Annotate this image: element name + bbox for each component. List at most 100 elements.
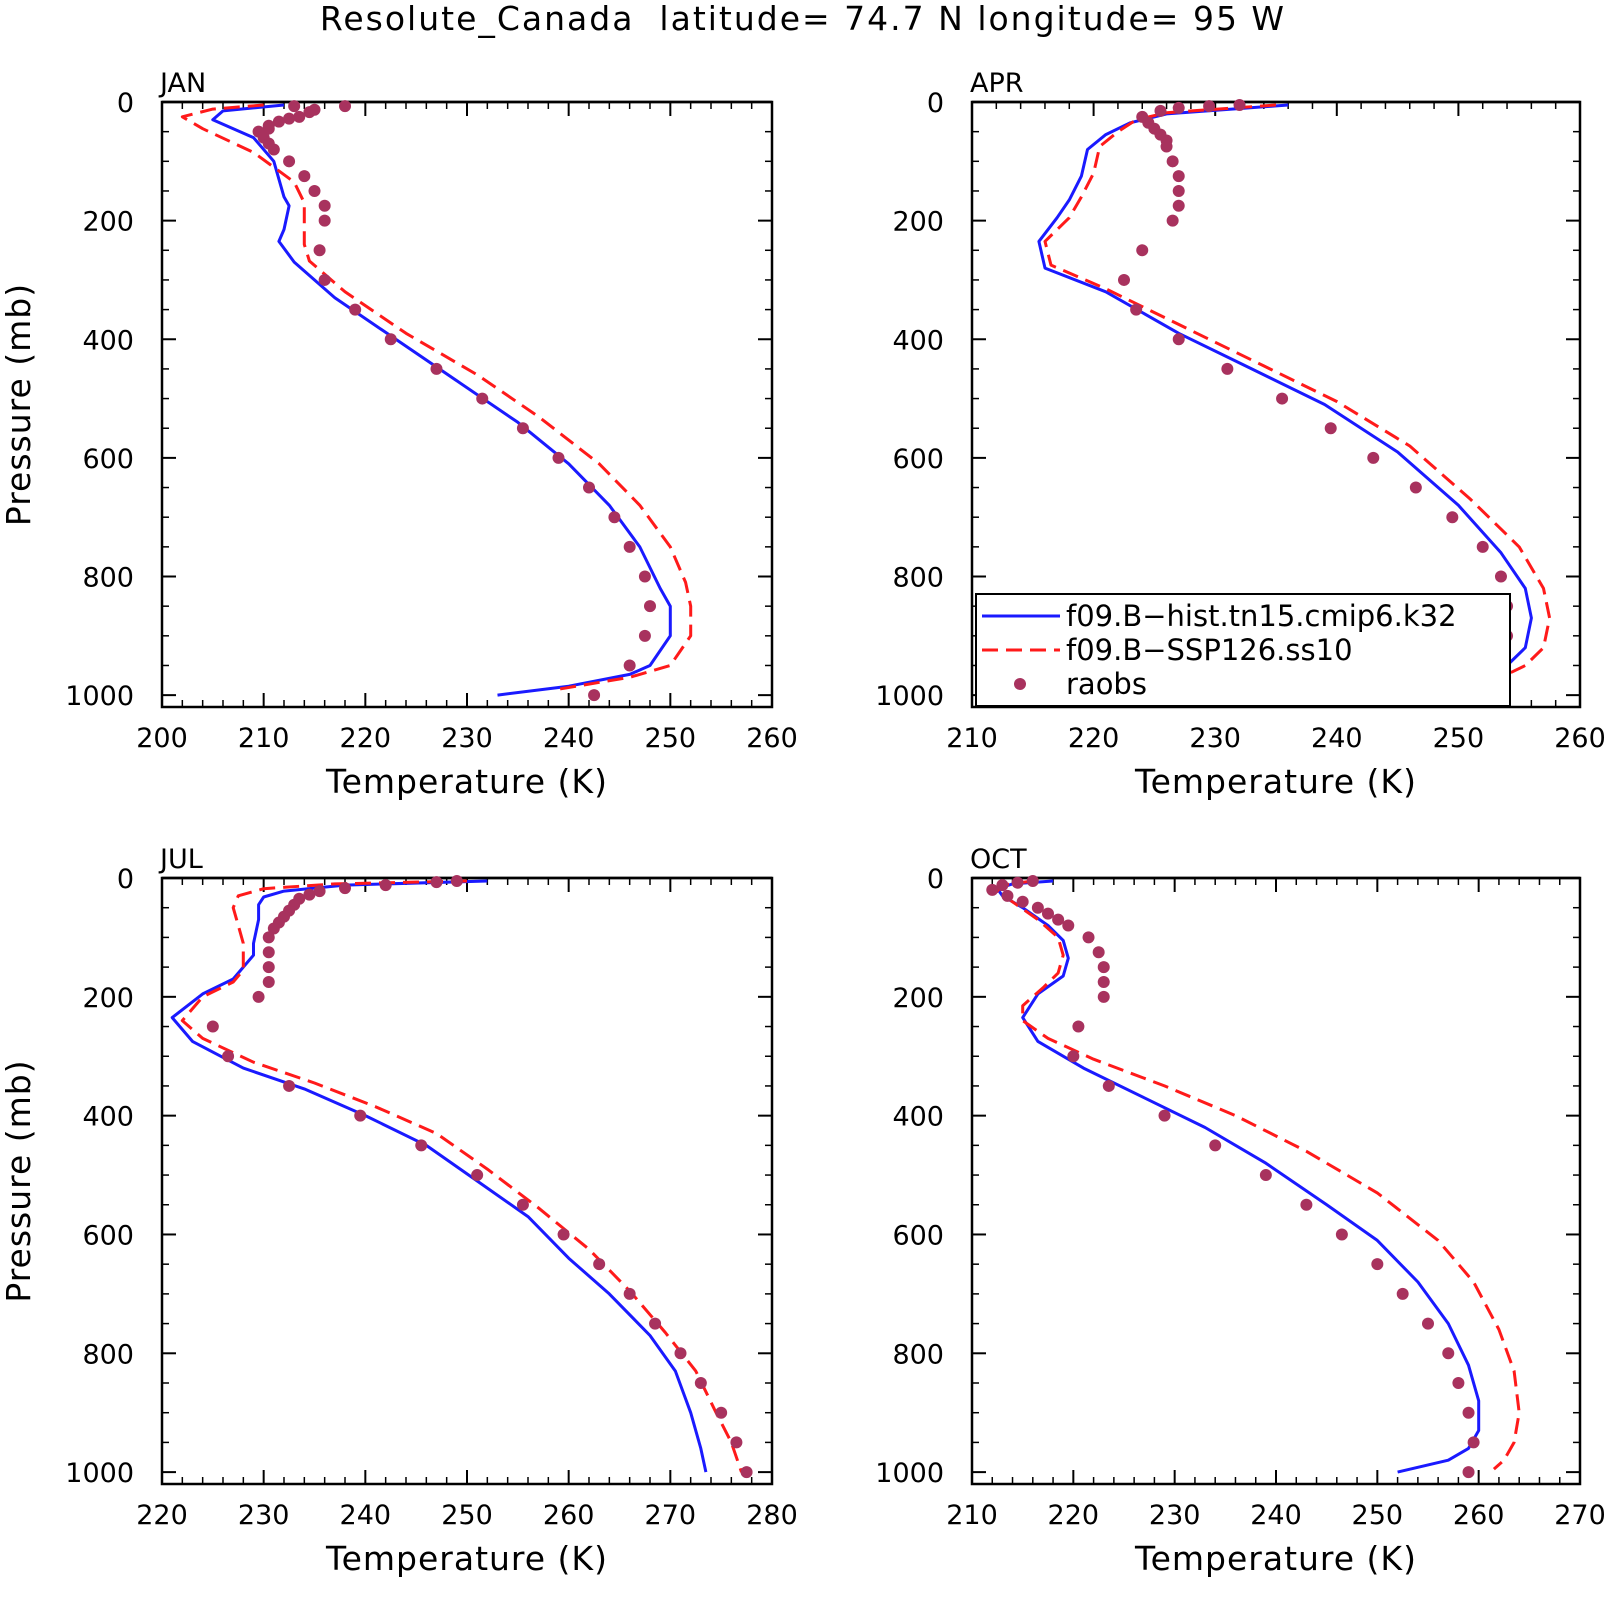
raobs-point — [476, 392, 489, 405]
x-tick-label: 240 — [340, 1500, 392, 1531]
x-tick-label: 210 — [946, 723, 998, 754]
series-0 — [211, 103, 672, 697]
x-tick-label: 260 — [1554, 723, 1606, 754]
raobs-point — [1203, 100, 1216, 113]
x-tick-label: 280 — [746, 1500, 798, 1531]
y-tick-label: 0 — [117, 88, 134, 119]
raobs-point — [1042, 907, 1054, 920]
raobs-point — [450, 874, 463, 887]
raobs-point — [1172, 333, 1185, 346]
y-tick-label: 600 — [82, 444, 134, 475]
y-tick-label: 400 — [892, 325, 944, 356]
raobs-point — [339, 100, 351, 113]
y-tick-label: 200 — [82, 207, 134, 238]
raobs-point — [1324, 422, 1337, 435]
y-tick-label: 600 — [892, 1220, 944, 1251]
raobs-point — [308, 184, 321, 197]
raobs-point — [222, 1050, 235, 1063]
series-1 — [1043, 103, 1552, 694]
legend-label: f09.B−SSP126.ss10 — [1066, 633, 1353, 667]
y-tick-label: 1000 — [875, 681, 944, 712]
raobs-point — [1102, 1079, 1115, 1092]
panel-oct: OCT 210 220 230 240 250 260 270 0 200 400 600 800 100… — [875, 844, 1605, 1578]
raobs-point — [1409, 481, 1422, 494]
series-2 — [986, 874, 1480, 1479]
ssp-line — [995, 879, 1521, 1471]
raobs-point — [623, 659, 636, 672]
y-tick-label: 800 — [82, 1339, 134, 1370]
x-tick-label: 250 — [1352, 1500, 1404, 1531]
x-tick-label: 260 — [746, 723, 798, 754]
raobs-point — [272, 115, 285, 128]
raobs-point — [1082, 931, 1095, 944]
legend-label: f09.B−hist.tn15.cmip6.k32 — [1066, 599, 1457, 633]
raobs-point — [262, 961, 275, 974]
raobs-point — [623, 540, 636, 553]
panel-label: JAN — [158, 68, 206, 99]
y-axis-label: Pressure (mb) — [0, 283, 38, 526]
y-tick-label: 0 — [927, 88, 944, 119]
y-tick-label: 400 — [82, 1102, 134, 1133]
x-tick-label: 210 — [238, 723, 290, 754]
raobs-point — [1097, 975, 1110, 988]
raobs-point — [986, 883, 999, 896]
raobs-point — [1166, 214, 1179, 227]
series-0 — [170, 879, 708, 1473]
y-tick-label: 1000 — [65, 681, 134, 712]
x-tick-label: 250 — [1433, 723, 1485, 754]
raobs-point — [471, 1169, 484, 1182]
legend: f09.B−hist.tn15.cmip6.k32f09.B−SSP126.ss… — [975, 593, 1511, 707]
panel-label: OCT — [970, 844, 1027, 875]
raobs-point — [379, 879, 392, 892]
raobs-point — [354, 1109, 367, 1122]
raobs-point — [283, 112, 296, 125]
raobs-point — [1158, 1109, 1171, 1122]
raobs-point — [1026, 874, 1039, 887]
raobs-point — [583, 481, 595, 494]
raobs-point — [1154, 104, 1167, 117]
raobs-point — [638, 570, 651, 583]
x-tick-label: 250 — [645, 723, 697, 754]
raobs-point — [1276, 392, 1289, 405]
raobs-point — [267, 143, 280, 156]
series-1 — [995, 879, 1521, 1471]
x-tick-label: 220 — [340, 723, 392, 754]
y-tick-label: 200 — [892, 983, 944, 1014]
raobs-point — [1092, 946, 1105, 959]
raobs-point — [740, 1466, 753, 1479]
raobs-point — [430, 876, 443, 889]
raobs-point — [638, 629, 651, 642]
raobs-point — [1011, 876, 1024, 889]
raobs-point — [1067, 1050, 1080, 1063]
raobs-point — [1052, 913, 1065, 926]
y-tick-label: 800 — [82, 563, 134, 594]
x-tick-label: 250 — [441, 1500, 493, 1531]
raobs-point — [588, 689, 601, 702]
panel-jul: JUL 220 230 240 250 260 270 280 0 200 400 600 800 100… — [0, 844, 798, 1578]
raobs-point — [349, 303, 362, 316]
raobs-point — [644, 600, 656, 613]
raobs-point — [1166, 155, 1179, 168]
y-tick-label: 1000 — [65, 1458, 134, 1489]
raobs-point — [267, 922, 280, 935]
raobs-point — [623, 1287, 636, 1300]
panels-group: JAN 200 210 220 230 240 250 260 0 200 400 600 800 100… — [0, 68, 1606, 1578]
y-tick-label: 0 — [927, 864, 944, 895]
raobs-point — [649, 1317, 662, 1330]
raobs-point — [262, 931, 275, 944]
x-tick-label: 240 — [1250, 1500, 1302, 1531]
panel-label: APR — [970, 68, 1024, 99]
series-1 — [180, 103, 693, 691]
raobs-point — [1172, 184, 1185, 197]
plot-frame — [160, 876, 774, 1486]
y-axis-label: Pressure (mb) — [0, 1059, 38, 1302]
raobs-point — [674, 1347, 687, 1360]
raobs-point — [318, 199, 331, 212]
raobs-point — [1001, 889, 1014, 902]
raobs-point — [415, 1139, 428, 1152]
x-axis-label: Temperature (K) — [325, 1539, 608, 1578]
plot-frame — [160, 100, 774, 709]
y-tick-label: 200 — [892, 207, 944, 238]
raobs-point — [1062, 919, 1075, 932]
raobs-point — [516, 422, 529, 435]
